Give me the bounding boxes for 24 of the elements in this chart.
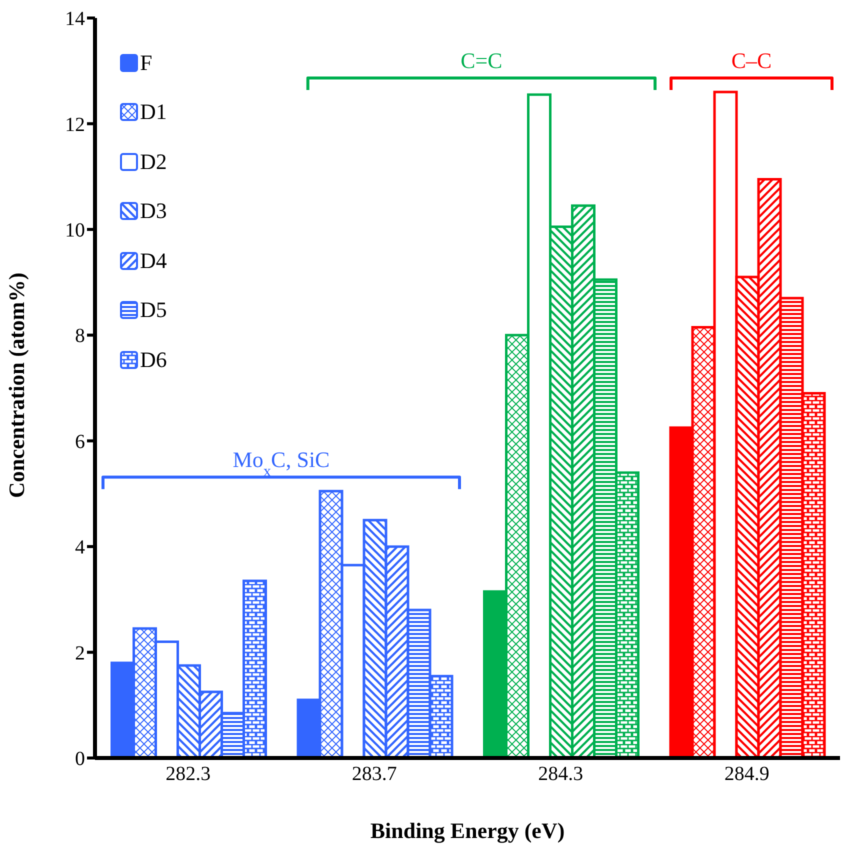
y-tick-label: 6 <box>75 430 85 453</box>
x-axis-title: Binding Energy (eV) <box>370 818 565 843</box>
y-axis-title: Concentration (atom%) <box>4 272 29 498</box>
y-tick-label: 8 <box>75 325 85 348</box>
y-tick-label: 2 <box>75 642 85 664</box>
y-tick-label: 4 <box>75 536 85 559</box>
legend-label: D4 <box>140 248 167 274</box>
y-tick-label: 12 <box>65 114 85 136</box>
x-tick-label: 284.3 <box>538 763 584 786</box>
annotation: C=C <box>460 48 502 73</box>
x-tick-label: 282.3 <box>166 763 211 786</box>
annotation: C–C <box>731 48 772 73</box>
legend-label: D6 <box>140 346 167 373</box>
legend-label: F <box>140 50 152 76</box>
x-tick-label: 283.7 <box>352 763 397 786</box>
y-tick-label: 10 <box>65 220 85 242</box>
y-tick-label: 14 <box>65 8 85 30</box>
legend-label: D5 <box>140 297 167 324</box>
annotation: Mo$_{x}$C, SiC <box>232 447 330 480</box>
legend-label: D2 <box>140 148 167 175</box>
legend-label: D3 <box>140 198 167 224</box>
x-tick-label: 284.9 <box>724 763 770 786</box>
legend-label: D1 <box>140 99 167 126</box>
y-tick-label: 0 <box>75 748 85 770</box>
